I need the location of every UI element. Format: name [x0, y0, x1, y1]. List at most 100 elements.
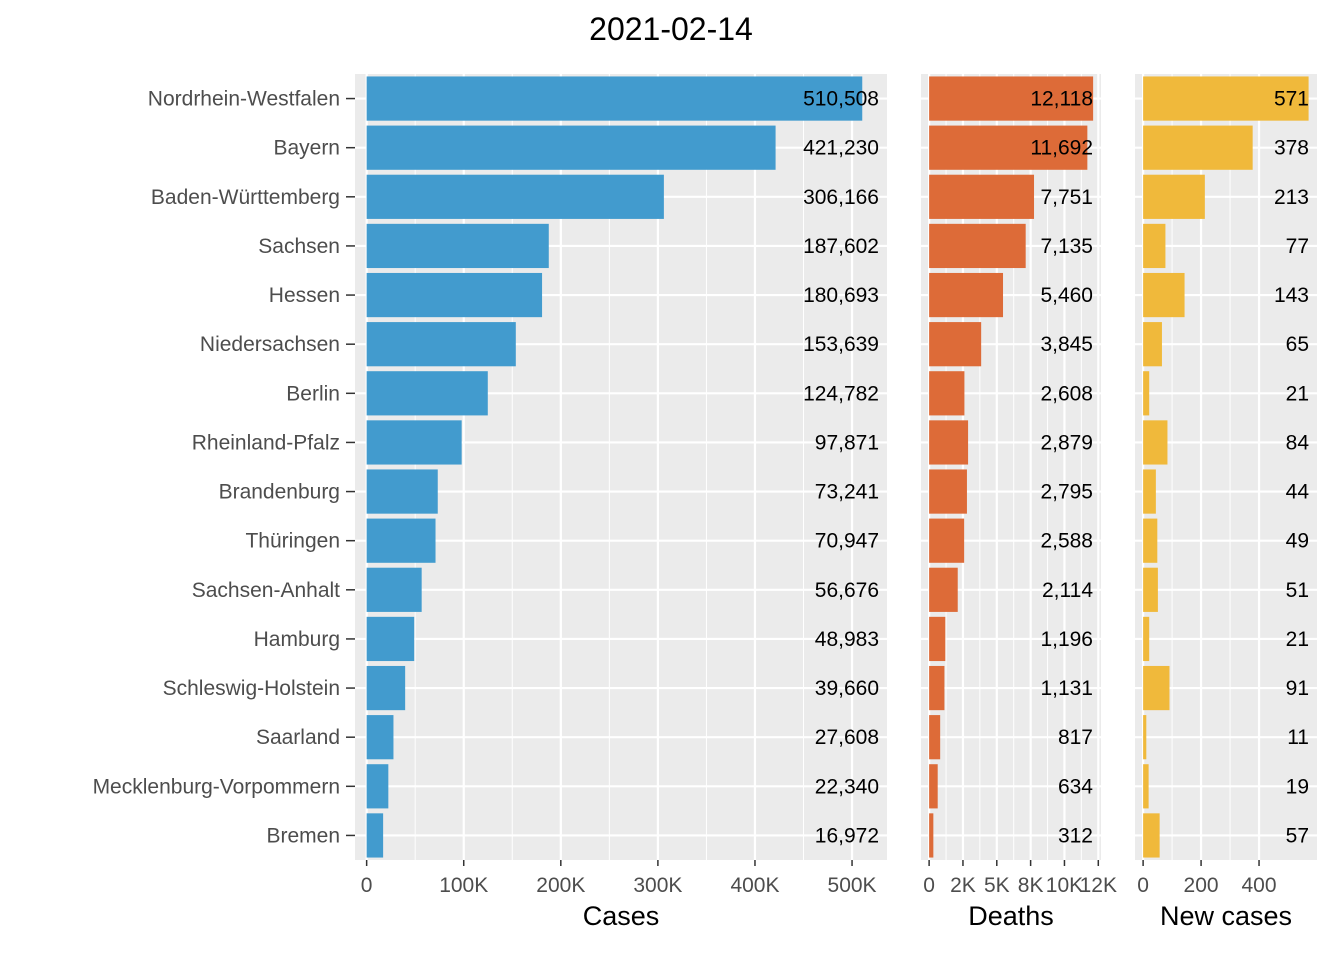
x-tick-label-cases: 100K — [439, 874, 488, 897]
chart-title: 2021-02-14 — [589, 11, 753, 47]
bar-cases-bayern — [366, 125, 776, 170]
category-labels: Nordrhein-Westfalen Bayern Baden-Württembe… — [93, 88, 355, 847]
bar-cases-schleswig-holstein — [366, 665, 406, 711]
data-label-new-cases-schleswig-holstein: 91 — [1286, 677, 1309, 700]
data-label-deaths-hamburg: 1,196 — [1040, 628, 1093, 651]
bar-new-cases-brandenburg — [1143, 469, 1156, 514]
panel-cases: 510,508 421,230 306,166 187,602 180,693 153,6… — [355, 74, 887, 931]
data-label-deaths-hessen: 5,460 — [1040, 284, 1093, 307]
data-label-cases-brandenburg: 73,241 — [815, 481, 879, 504]
data-label-new-cases-hessen: 143 — [1274, 284, 1309, 307]
x-tick-label-cases: 300K — [633, 874, 682, 897]
bar-cases-thuringen — [366, 518, 436, 563]
x-tick-label-deaths: 12K — [1080, 874, 1117, 897]
bar-new-cases-schleswig-holstein — [1143, 665, 1170, 711]
x-tick-label-cases: 500K — [828, 874, 877, 897]
bar-deaths-sachsen-anhalt — [929, 567, 958, 612]
bar-deaths-hessen — [929, 272, 1004, 318]
data-label-deaths-sachsen-anhalt: 2,114 — [1042, 579, 1093, 602]
bar-new-cases-hamburg — [1143, 616, 1150, 662]
data-label-cases-bremen: 16,972 — [815, 824, 879, 847]
bar-new-cases-bremen — [1143, 813, 1160, 858]
bar-cases-baden-wurttemberg — [366, 174, 664, 219]
bar-new-cases-bayern — [1143, 125, 1253, 170]
data-label-new-cases-niedersachsen: 65 — [1286, 333, 1309, 356]
x-tick-label-deaths: 10K — [1046, 874, 1083, 897]
bar-cases-brandenburg — [366, 469, 438, 514]
category-label-schleswig-holstein: Schleswig-Holstein — [163, 677, 340, 700]
data-label-deaths-niedersachsen: 3,845 — [1040, 333, 1093, 356]
data-label-deaths-berlin: 2,608 — [1040, 382, 1093, 405]
data-label-cases-thuringen: 70,947 — [815, 530, 879, 553]
data-label-cases-bayern: 421,230 — [803, 137, 879, 160]
data-label-deaths-thuringen: 2,588 — [1040, 530, 1093, 553]
data-label-cases-rheinland-pfalz: 97,871 — [815, 431, 879, 454]
data-label-cases-hessen: 180,693 — [803, 284, 879, 307]
data-label-cases-sachsen-anhalt: 56,676 — [815, 579, 879, 602]
data-label-deaths-bayern: 11,692 — [1030, 137, 1093, 160]
bar-deaths-baden-wurttemberg — [929, 174, 1035, 219]
data-label-cases-niedersachsen: 153,639 — [803, 333, 879, 356]
panels: 510,508 421,230 306,166 187,602 180,693 153,6… — [355, 74, 1317, 931]
data-label-new-cases-rheinland-pfalz: 84 — [1286, 431, 1310, 454]
bar-cases-nordrhein-westfalen — [366, 76, 863, 121]
data-label-new-cases-nordrhein-westfalen: 571 — [1274, 88, 1309, 111]
bar-cases-saarland — [366, 715, 394, 760]
data-label-cases-baden-wurttemberg: 306,166 — [803, 186, 879, 209]
x-tick-label-cases: 200K — [536, 874, 585, 897]
bar-deaths-rheinland-pfalz — [929, 420, 969, 465]
bar-new-cases-hessen — [1143, 272, 1185, 318]
bar-deaths-thuringen — [929, 518, 965, 563]
bar-new-cases-sachsen — [1143, 223, 1166, 269]
bar-cases-mecklenburg-vorpommern — [366, 764, 389, 809]
x-tick-label-deaths: 0 — [923, 874, 935, 897]
category-label-brandenburg: Brandenburg — [219, 481, 340, 504]
data-label-new-cases-bremen: 57 — [1286, 824, 1309, 847]
bar-cases-hessen — [366, 272, 543, 318]
bar-cases-sachsen-anhalt — [366, 567, 422, 612]
category-label-thuringen: Thüringen — [245, 530, 340, 553]
bar-deaths-saarland — [929, 715, 941, 760]
data-label-new-cases-brandenburg: 44 — [1286, 481, 1310, 504]
data-label-deaths-rheinland-pfalz: 2,879 — [1040, 431, 1093, 454]
axis-title-new-cases: New cases — [1160, 901, 1292, 931]
data-label-cases-saarland: 27,608 — [815, 726, 879, 749]
data-label-deaths-schleswig-holstein: 1,131 — [1040, 677, 1093, 700]
bar-deaths-niedersachsen — [929, 322, 982, 367]
bar-deaths-berlin — [929, 371, 965, 416]
data-label-deaths-sachsen: 7,135 — [1040, 235, 1093, 258]
x-tick-label-cases: 0 — [361, 874, 373, 897]
bar-new-cases-saarland — [1143, 715, 1147, 760]
data-label-new-cases-sachsen: 77 — [1286, 235, 1309, 258]
x-tick-label-deaths: 8K — [1018, 874, 1044, 897]
bar-deaths-bayern — [929, 125, 1088, 170]
bar-new-cases-baden-wurttemberg — [1143, 174, 1205, 219]
x-tick-label-deaths: 5K — [984, 874, 1010, 897]
axis-title-deaths: Deaths — [968, 901, 1054, 931]
category-label-rheinland-pfalz: Rheinland-Pfalz — [192, 431, 340, 454]
panel-new-cases: 571 378 213 77 143 65 21 84 44 49 51 21 91 11 19 57 0 200… — [1135, 74, 1317, 931]
data-label-new-cases-baden-wurttemberg: 213 — [1274, 186, 1309, 209]
data-label-cases-schleswig-holstein: 39,660 — [815, 677, 879, 700]
x-tick-label-new-cases: 200 — [1184, 874, 1219, 897]
bar-new-cases-berlin — [1143, 371, 1150, 416]
data-label-new-cases-saarland: 11 — [1287, 726, 1309, 749]
data-label-new-cases-berlin: 21 — [1286, 382, 1309, 405]
category-label-sachsen: Sachsen — [258, 235, 340, 258]
bar-cases-hamburg — [366, 616, 415, 662]
data-label-new-cases-thuringen: 49 — [1286, 530, 1309, 553]
bar-new-cases-mecklenburg-vorpommern — [1143, 764, 1149, 809]
bar-cases-berlin — [366, 371, 488, 416]
bar-new-cases-nordrhein-westfalen — [1143, 76, 1309, 121]
data-label-deaths-baden-wurttemberg: 7,751 — [1040, 186, 1093, 209]
data-label-cases-hamburg: 48,983 — [815, 628, 879, 651]
axis-title-cases: Cases — [583, 901, 660, 931]
bar-cases-sachsen — [366, 223, 549, 269]
data-label-new-cases-hamburg: 21 — [1286, 628, 1309, 651]
category-label-hessen: Hessen — [269, 284, 340, 307]
category-label-hamburg: Hamburg — [254, 628, 340, 651]
category-label-nordrhein-westfalen: Nordrhein-Westfalen — [148, 88, 340, 111]
data-label-new-cases-sachsen-anhalt: 51 — [1286, 579, 1309, 602]
data-label-deaths-mecklenburg-vorpommern: 634 — [1058, 775, 1093, 798]
